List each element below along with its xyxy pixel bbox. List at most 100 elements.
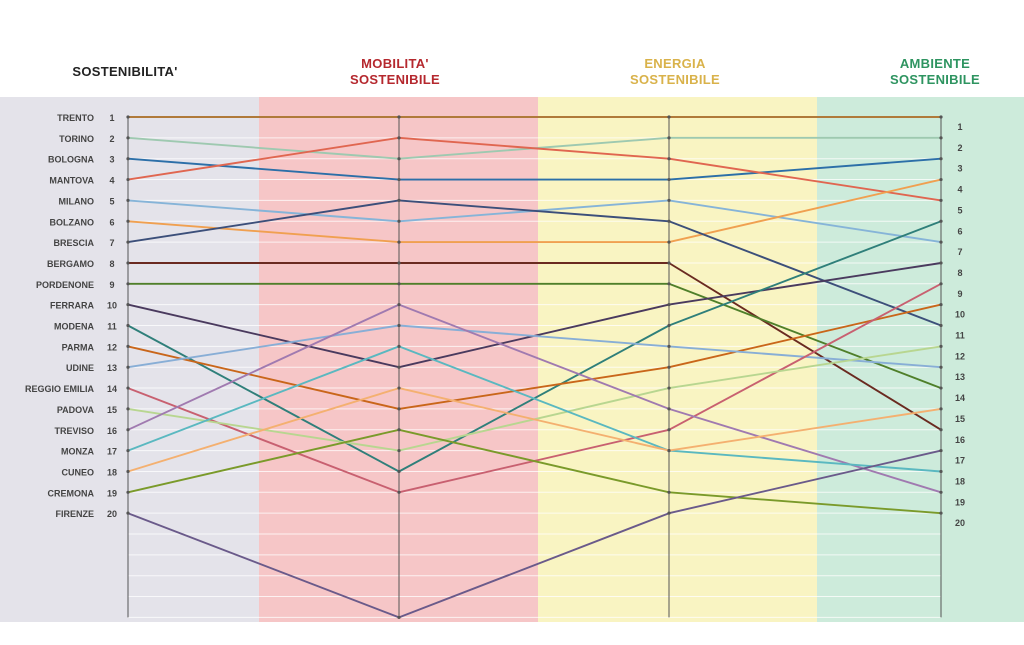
data-point — [939, 386, 943, 390]
data-point — [126, 511, 130, 515]
header-ambiente: AMBIENTE SOSTENIBILE — [870, 56, 1000, 88]
right-rank-label: 19 — [955, 497, 965, 507]
data-point — [667, 490, 671, 494]
city-label-bergamo: BERGAMO — [47, 259, 94, 269]
data-point — [667, 303, 671, 307]
data-point — [667, 449, 671, 453]
data-point — [667, 511, 671, 515]
left-rank-label: 16 — [107, 426, 117, 436]
data-point — [939, 240, 943, 244]
data-point — [126, 469, 130, 474]
data-point — [939, 136, 943, 140]
data-point — [397, 407, 401, 411]
city-label-trento: TRENTO — [57, 113, 94, 123]
data-point — [126, 177, 130, 182]
data-point — [667, 261, 671, 265]
data-point — [667, 157, 671, 161]
data-point — [126, 136, 130, 140]
city-label-brescia: BRESCIA — [53, 238, 94, 248]
data-point — [397, 449, 401, 453]
data-point — [939, 282, 943, 286]
data-point — [397, 344, 401, 348]
left-rank-label: 5 — [109, 196, 114, 206]
right-rank-label: 4 — [957, 185, 962, 195]
right-rank-label: 17 — [955, 456, 965, 466]
data-point — [126, 115, 130, 119]
city-label-pordenone: PORDENONE — [36, 280, 94, 290]
series-lines — [126, 115, 943, 620]
series-line-parma — [127, 303, 942, 410]
data-point — [126, 490, 130, 494]
left-rank-label: 3 — [109, 155, 114, 165]
data-point — [397, 261, 401, 265]
right-rank-label: 9 — [957, 289, 962, 299]
series-line-bologna — [127, 157, 942, 181]
right-rank-label: 10 — [955, 310, 965, 320]
right-rank-label: 6 — [957, 226, 962, 236]
data-point — [397, 198, 401, 202]
data-point — [126, 407, 130, 411]
city-label-reggio-emilia: REGGIO EMILIA — [25, 384, 95, 394]
data-point — [939, 219, 943, 223]
city-label-bolzano: BOLZANO — [50, 217, 95, 227]
city-label-firenze: FIRENZE — [55, 509, 94, 519]
data-point — [667, 344, 671, 348]
header-sostenibilita-line1: SOSTENIBILITA' — [72, 64, 178, 79]
data-point — [667, 240, 671, 244]
data-point — [939, 428, 943, 432]
data-point — [126, 157, 130, 161]
right-rank-label: 5 — [957, 205, 962, 215]
data-point — [667, 386, 671, 390]
city-label-parma: PARMA — [62, 342, 95, 352]
data-point — [126, 365, 130, 369]
data-point — [397, 365, 401, 369]
data-point — [939, 469, 943, 474]
header-mobilita: MOBILITA' SOSTENIBILE — [320, 56, 470, 88]
right-rank-label: 20 — [955, 518, 965, 528]
left-rank-label: 6 — [109, 217, 114, 227]
city-label-bologna: BOLOGNA — [48, 155, 94, 165]
data-point — [939, 198, 943, 202]
city-label-modena: MODENA — [54, 322, 94, 332]
data-point — [126, 386, 130, 390]
city-label-monza: MONZA — [61, 447, 94, 457]
data-point — [126, 261, 130, 265]
city-label-milano: MILANO — [59, 196, 95, 206]
right-rank-label: 7 — [957, 247, 962, 257]
data-point — [397, 157, 401, 161]
city-label-padova: PADOVA — [57, 405, 95, 415]
left-rank-label: 1 — [109, 113, 114, 123]
series-line-cremona — [127, 428, 942, 515]
data-point — [939, 323, 943, 328]
data-point — [667, 407, 671, 411]
header-mobilita-line1: MOBILITA' — [361, 56, 429, 71]
data-point — [397, 303, 401, 307]
right-rank-label: 12 — [955, 351, 965, 361]
rank-labels: TRENTO 1 TORINO 2 BOLOGNA 3 MANTOVA 4 MILANO 5 BOL… — [25, 113, 965, 528]
left-rank-label: 4 — [109, 176, 114, 186]
city-label-ferrara: FERRARA — [50, 301, 94, 311]
right-rank-label: 11 — [955, 331, 965, 341]
series-line-monza — [127, 345, 942, 473]
data-point — [667, 282, 671, 286]
data-point — [667, 428, 671, 432]
right-rank-label: 1 — [957, 122, 962, 132]
left-rank-label: 10 — [107, 301, 117, 311]
left-rank-label: 9 — [109, 280, 114, 290]
left-rank-label: 19 — [107, 488, 117, 498]
city-label-cremona: CREMONA — [48, 488, 95, 498]
city-label-mantova: MANTOVA — [49, 176, 94, 186]
data-point — [939, 157, 943, 161]
data-point — [397, 219, 401, 223]
data-point — [667, 115, 671, 119]
data-point — [126, 344, 130, 348]
right-rank-label: 3 — [957, 164, 962, 174]
left-rank-label: 7 — [109, 238, 114, 248]
data-point — [667, 198, 671, 202]
data-point — [939, 303, 943, 307]
right-rank-label: 8 — [957, 268, 962, 278]
data-point — [667, 219, 671, 223]
series-line-bolzano — [127, 178, 942, 244]
